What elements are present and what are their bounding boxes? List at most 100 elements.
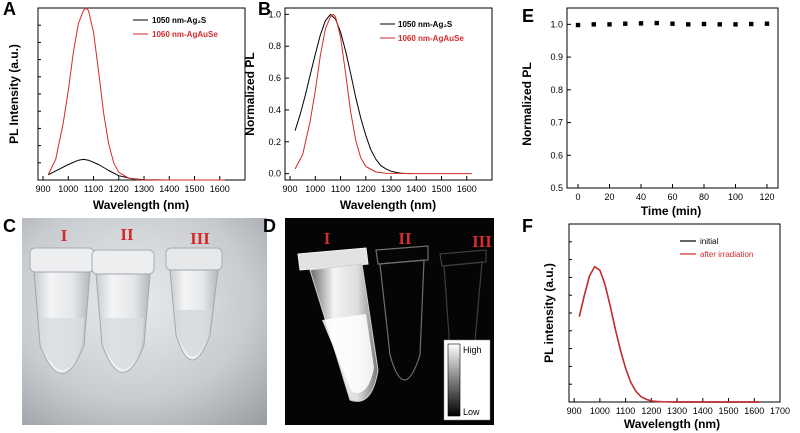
scale-low-label: Low: [463, 407, 480, 417]
tube-label-c-2: II: [120, 225, 134, 244]
tube-d-1: [297, 247, 379, 402]
panel-letter-d: D: [263, 216, 276, 236]
x-tick-label-b-6: 1500: [431, 184, 451, 194]
x-tick-label-e-5: 100: [728, 192, 743, 202]
legend-label-b-2: 1060 nm-AgAuSe: [398, 34, 464, 43]
panel-letter-c: C: [3, 216, 16, 236]
x-tick-label-a-5: 1400: [159, 184, 179, 194]
data-point-e-2: [607, 22, 612, 27]
panel-letter-a: A: [3, 0, 16, 19]
data-point-e-3: [623, 21, 628, 26]
data-point-e-6: [670, 21, 675, 26]
panel-f: F 900 1000 1100 1200 1300 1400 1500 1600 1700 Wa…: [522, 216, 790, 431]
y-tick-label-e-3: 0.8: [550, 85, 563, 95]
tube-c-2: [91, 249, 155, 373]
data-point-e-9: [717, 22, 722, 27]
y-tick-label-e-0: 0.5: [550, 183, 563, 193]
x-tick-label-a-3: 1200: [109, 184, 129, 194]
x-tick-label-a-4: 1300: [134, 184, 154, 194]
panel-c: C I II III: [3, 216, 267, 425]
legend-label-a-2: 1060 nm-AgAuSe: [152, 30, 218, 39]
x-tick-label-f-4: 1300: [667, 406, 687, 416]
x-tick-label-e-1: 20: [605, 192, 615, 202]
tube-c-3: [165, 247, 223, 361]
series-a: [47, 7, 225, 181]
x-ticks-e: 0 20 40 60 80 100 120: [576, 184, 774, 202]
tube-label-d-2: II: [398, 229, 412, 248]
data-point-e-11: [749, 21, 754, 27]
x-tick-label-a-2: 1100: [84, 184, 103, 194]
series-f: [578, 266, 760, 403]
y-tick-label-b-2: 0.4: [268, 105, 281, 115]
plot-area-b: 900 1000 1100 1200 1300 1400 1500 1600 0.00.20.…: [268, 7, 493, 194]
x-tick-label-a-0: 900: [36, 184, 51, 194]
tube-c-1: [29, 247, 95, 374]
x-axis-title-e: Time (min): [641, 204, 701, 218]
panel-a: A 900 1000 1100 1200 1300 1400 1500 1600 Wavele…: [3, 0, 246, 212]
tube-label-d-3: III: [472, 232, 492, 251]
axes-frame-e: [566, 7, 779, 189]
x-tick-label-f-3: 1200: [641, 406, 661, 416]
legend-label-a-1: 1050 nm-Ag₂S: [152, 16, 207, 25]
y-ticks-b: 0.0 0.2 0.4 0.6 0.8 1.0: [268, 9, 289, 179]
plot-area-e: 0 20 40 60 80 100 120 0.5 0.6 0.7 0.8 0.9 1.0: [550, 7, 779, 202]
data-point-e-10: [733, 22, 738, 27]
data-point-e-1: [591, 22, 596, 27]
x-tick-label-a-6: 1500: [184, 184, 204, 194]
x-tick-label-f-8: 1700: [770, 406, 790, 416]
intensity-scale-bar: High Low: [443, 339, 491, 421]
axes-frame-b: [284, 7, 493, 181]
x-tick-label-e-3: 60: [667, 192, 677, 202]
panel-e: E 0 20 40 60 80 100 120 0.5 0.6 0.7 0.8 0.9 1.0 Tim…: [520, 6, 779, 218]
y-axis-title-a: PL Intensity (a.u.): [7, 44, 21, 144]
x-tick-label-f-1: 1000: [590, 406, 610, 416]
y-tick-label-b-5: 1.0: [268, 9, 281, 19]
legend-label-f-2: after irradiation: [700, 250, 753, 259]
y-tick-label-e-5: 1.0: [550, 19, 563, 29]
tube-d-2: [375, 245, 429, 381]
x-tick-label-e-4: 80: [699, 192, 709, 202]
series-b: [294, 13, 472, 175]
x-tick-label-b-5: 1400: [406, 184, 426, 194]
y-tick-label-e-1: 0.6: [550, 150, 563, 160]
y-tick-label-e-4: 0.9: [550, 52, 563, 62]
x-tick-label-e-2: 40: [636, 192, 646, 202]
x-axis-title-b: Wavelength (nm): [340, 198, 436, 212]
x-tick-label-f-2: 1100: [616, 406, 635, 416]
tube-label-c-3: III: [190, 229, 210, 248]
x-tick-label-a-1: 1000: [58, 184, 78, 194]
y-tick-label-b-1: 0.2: [268, 137, 281, 147]
y-ticks-e: 0.5 0.6 0.7 0.8 0.9 1.0: [550, 19, 571, 193]
x-ticks-f: 900 1000 1100 1200 1300 1400 1500 1600 1700: [567, 398, 790, 416]
x-ticks-b: 900 1000 1100 1200 1300 1400 1500 1600: [283, 176, 477, 194]
legend-b: 1050 nm-Ag₂S 1060 nm-AgAuSe: [380, 20, 464, 43]
legend-a: 1050 nm-Ag₂S 1060 nm-AgAuSe: [133, 16, 218, 39]
x-tick-label-e-6: 120: [759, 192, 774, 202]
x-tick-label-f-6: 1500: [719, 406, 739, 416]
x-tick-label-f-7: 1600: [744, 406, 764, 416]
x-tick-label-f-5: 1400: [693, 406, 713, 416]
series-line-f-2: [578, 266, 760, 403]
data-point-e-5: [654, 20, 659, 26]
data-point-e-4: [638, 21, 644, 26]
legend-f: initial after irradiation: [680, 237, 753, 259]
y-ticks-a: [38, 24, 41, 164]
y-tick-label-b-0: 0.0: [268, 169, 281, 179]
y-axis-title-e: Normalized PL: [520, 62, 534, 145]
x-tick-label-b-1: 1000: [305, 184, 325, 194]
y-axis-title-b: Normalized PL: [243, 52, 257, 135]
panel-d: D I II III High Low: [263, 216, 494, 425]
panel-letter-f: F: [522, 216, 533, 236]
y-tick-label-e-2: 0.7: [550, 118, 563, 128]
panel-letter-e: E: [522, 6, 534, 26]
series-line-b-1: [294, 13, 412, 175]
data-point-e-7: [686, 22, 691, 27]
tube-label-d-1: I: [324, 229, 331, 248]
legend-label-b-1: 1050 nm-Ag₂S: [398, 20, 453, 29]
y-tick-label-b-3: 0.6: [268, 73, 281, 83]
x-tick-label-e-0: 0: [576, 192, 581, 202]
panel-letter-b: B: [258, 0, 271, 19]
series-e: [575, 20, 770, 28]
x-tick-label-b-7: 1600: [457, 184, 477, 194]
